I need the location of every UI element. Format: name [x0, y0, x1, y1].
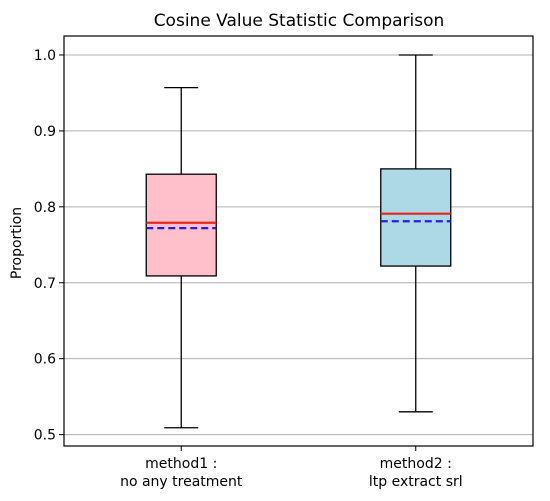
box-group — [380, 54, 452, 413]
y-axis-ticks: 0.5 0.6 0.7 0.8 0.9 1.0 — [34, 48, 64, 444]
y-tick-label: 0.6 — [34, 352, 56, 368]
x-tick-label: ltp extract srl — [369, 474, 463, 490]
y-tick-label: 0.7 — [34, 276, 56, 292]
iqr-box — [145, 173, 217, 277]
x-tick-label: no any treatment — [120, 474, 243, 490]
plot-frame — [63, 35, 534, 447]
iqr-box — [380, 168, 452, 267]
y-tick-label: 1.0 — [34, 48, 56, 64]
y-tick-label: 0.9 — [34, 124, 56, 140]
x-axis-ticks: method1 : no any treatment method2 : ltp ex… — [120, 446, 463, 490]
box-group — [145, 86, 217, 429]
boxes — [145, 54, 452, 429]
y-tick-label: 0.8 — [34, 200, 56, 216]
y-tick-label: 0.5 — [34, 428, 56, 444]
chart-title: Cosine Value Statistic Comparison — [154, 11, 445, 31]
grid-lines — [64, 54, 533, 436]
x-tick-label: method1 : — [145, 456, 217, 472]
y-axis-label: Proportion — [9, 207, 25, 279]
x-tick-label: method2 : — [380, 456, 452, 472]
